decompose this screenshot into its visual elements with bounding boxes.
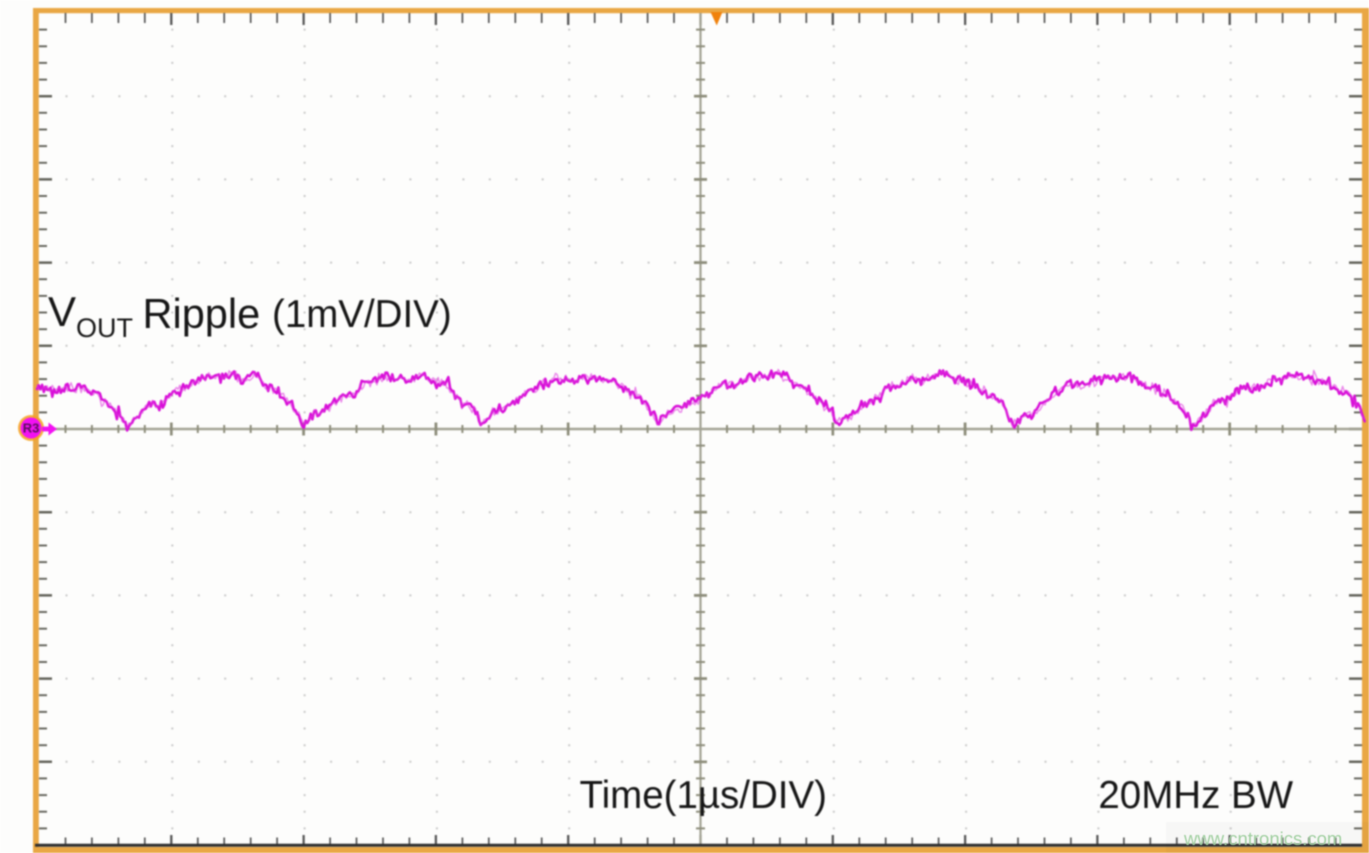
svg-text:R3: R3 bbox=[23, 421, 40, 436]
